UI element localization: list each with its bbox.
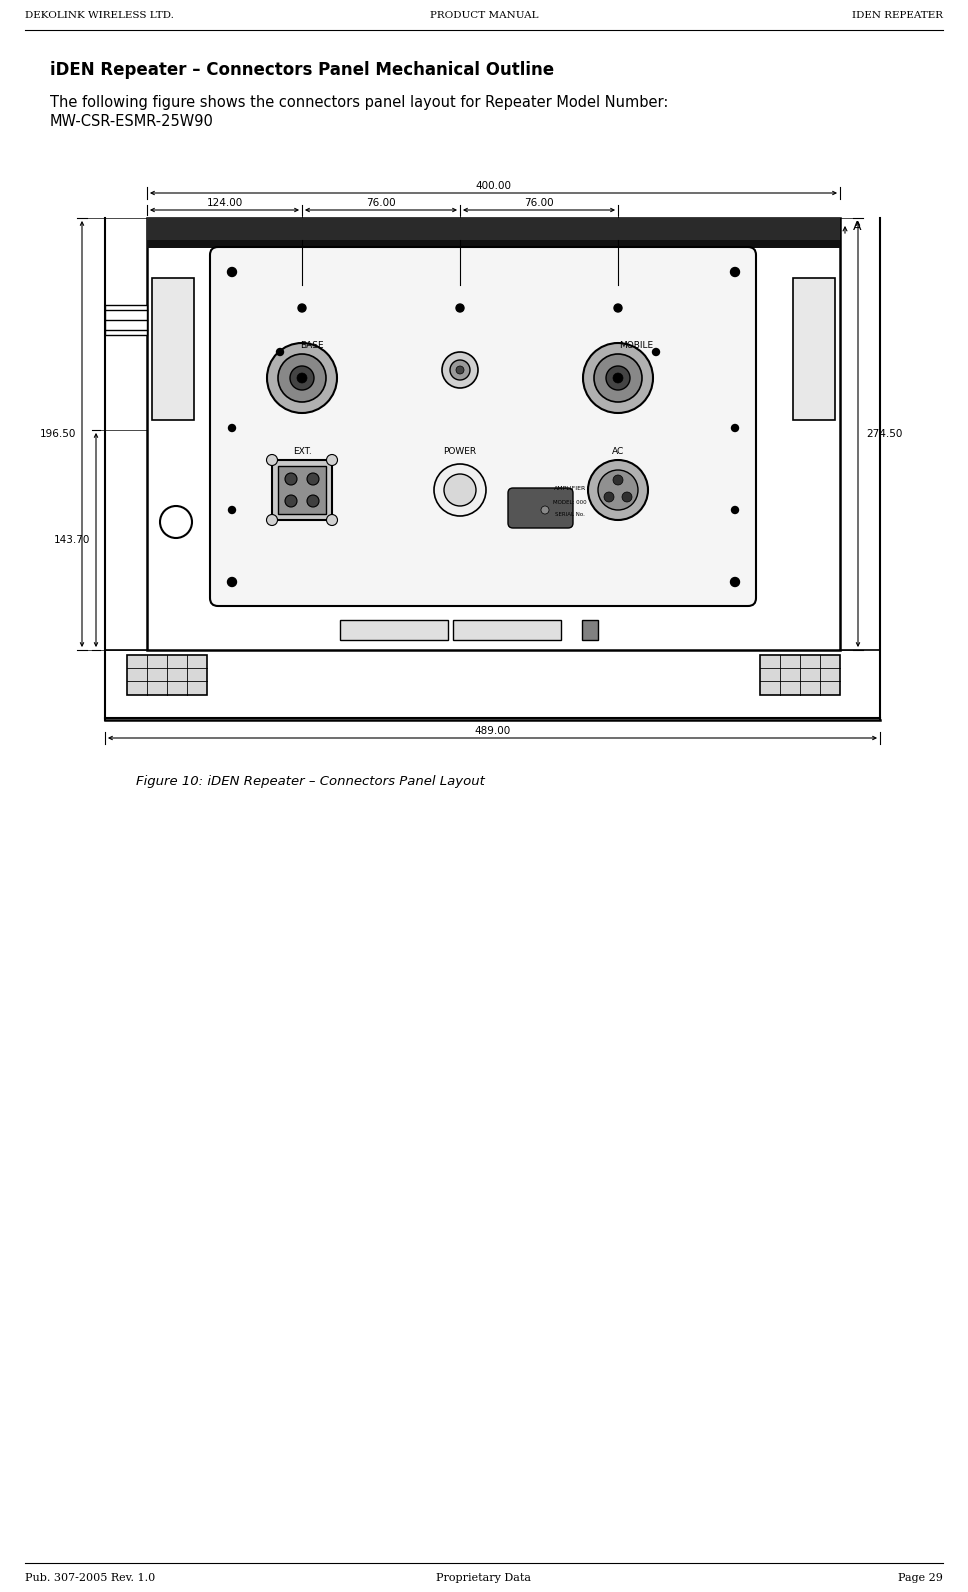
Bar	[278, 466, 326, 514]
Circle shape	[613, 474, 623, 486]
Circle shape	[450, 360, 470, 380]
Circle shape	[277, 349, 284, 355]
Text: 143.70: 143.70	[53, 535, 90, 544]
Circle shape	[442, 352, 478, 388]
Circle shape	[298, 304, 306, 312]
Text: 400.00: 400.00	[475, 181, 511, 191]
Circle shape	[622, 492, 632, 501]
Circle shape	[732, 425, 739, 431]
Circle shape	[594, 353, 642, 403]
Text: 76.00: 76.00	[366, 197, 396, 209]
Circle shape	[266, 514, 278, 525]
Text: MODEL: 000: MODEL: 000	[553, 500, 587, 505]
Circle shape	[541, 506, 549, 514]
Circle shape	[732, 506, 739, 514]
Text: 196.50: 196.50	[40, 428, 76, 439]
Circle shape	[731, 578, 740, 586]
Text: MOBILE: MOBILE	[619, 341, 653, 350]
Text: MW-CSR-ESMR-25W90: MW-CSR-ESMR-25W90	[50, 115, 214, 129]
Text: DEKOLINK WIRELESS LTD.: DEKOLINK WIRELESS LTD.	[25, 11, 174, 19]
Circle shape	[598, 470, 638, 509]
Circle shape	[290, 366, 314, 390]
Circle shape	[326, 454, 338, 465]
Circle shape	[731, 267, 740, 277]
Circle shape	[228, 506, 235, 514]
Circle shape	[285, 495, 297, 506]
Text: 489.00: 489.00	[474, 726, 511, 736]
Bar	[147, 218, 840, 240]
Text: AMPLIFIER: AMPLIFIER	[554, 486, 587, 490]
Bar	[760, 654, 840, 696]
FancyBboxPatch shape	[508, 489, 573, 529]
Circle shape	[326, 514, 338, 525]
Circle shape	[606, 366, 630, 390]
Bar	[453, 619, 560, 640]
Bar	[582, 619, 598, 640]
Circle shape	[652, 349, 659, 355]
Circle shape	[227, 267, 236, 277]
Text: Proprietary Data: Proprietary Data	[437, 1573, 531, 1582]
Circle shape	[456, 304, 464, 312]
Circle shape	[456, 366, 464, 374]
Bar	[340, 619, 448, 640]
Circle shape	[227, 578, 236, 586]
Bar	[152, 279, 194, 420]
Circle shape	[307, 495, 319, 506]
Circle shape	[307, 473, 319, 486]
Circle shape	[604, 492, 614, 501]
Circle shape	[160, 506, 192, 538]
Bar	[793, 279, 835, 420]
Text: iDEN Repeater – Connectors Panel Mechanical Outline: iDEN Repeater – Connectors Panel Mechani…	[50, 60, 554, 80]
Text: 76.00: 76.00	[525, 197, 554, 209]
Bar	[272, 460, 332, 521]
Text: AC: AC	[612, 447, 624, 457]
Circle shape	[444, 474, 476, 506]
Text: 124.00: 124.00	[206, 197, 243, 209]
Bar	[147, 218, 840, 650]
Circle shape	[434, 463, 486, 516]
Text: IDEN REPEATER: IDEN REPEATER	[852, 11, 943, 19]
Text: The following figure shows the connectors panel layout for Repeater Model Number: The following figure shows the connector…	[50, 94, 668, 110]
Text: A: A	[853, 220, 862, 232]
Text: Figure 10: iDEN Repeater – Connectors Panel Layout: Figure 10: iDEN Repeater – Connectors Pa…	[136, 775, 484, 788]
Circle shape	[285, 473, 297, 486]
Text: Pub. 307-2005 Rev. 1.0: Pub. 307-2005 Rev. 1.0	[25, 1573, 155, 1582]
Circle shape	[228, 425, 235, 431]
Text: Page 29: Page 29	[898, 1573, 943, 1582]
Circle shape	[267, 342, 337, 412]
FancyBboxPatch shape	[210, 247, 756, 607]
Bar	[147, 240, 840, 248]
Bar	[127, 654, 207, 696]
Circle shape	[614, 304, 622, 312]
Text: SERIAL No.: SERIAL No.	[555, 513, 585, 517]
Circle shape	[278, 353, 326, 403]
Text: POWER: POWER	[443, 447, 476, 457]
Bar	[105, 306, 147, 334]
Text: EXT.: EXT.	[292, 447, 312, 457]
Circle shape	[583, 342, 653, 412]
Text: BASE: BASE	[300, 341, 324, 350]
Text: 274.50: 274.50	[866, 428, 902, 439]
Circle shape	[588, 460, 648, 521]
Circle shape	[266, 454, 278, 465]
Text: PRODUCT MANUAL: PRODUCT MANUAL	[430, 11, 538, 19]
Circle shape	[297, 373, 307, 384]
Circle shape	[613, 373, 623, 384]
